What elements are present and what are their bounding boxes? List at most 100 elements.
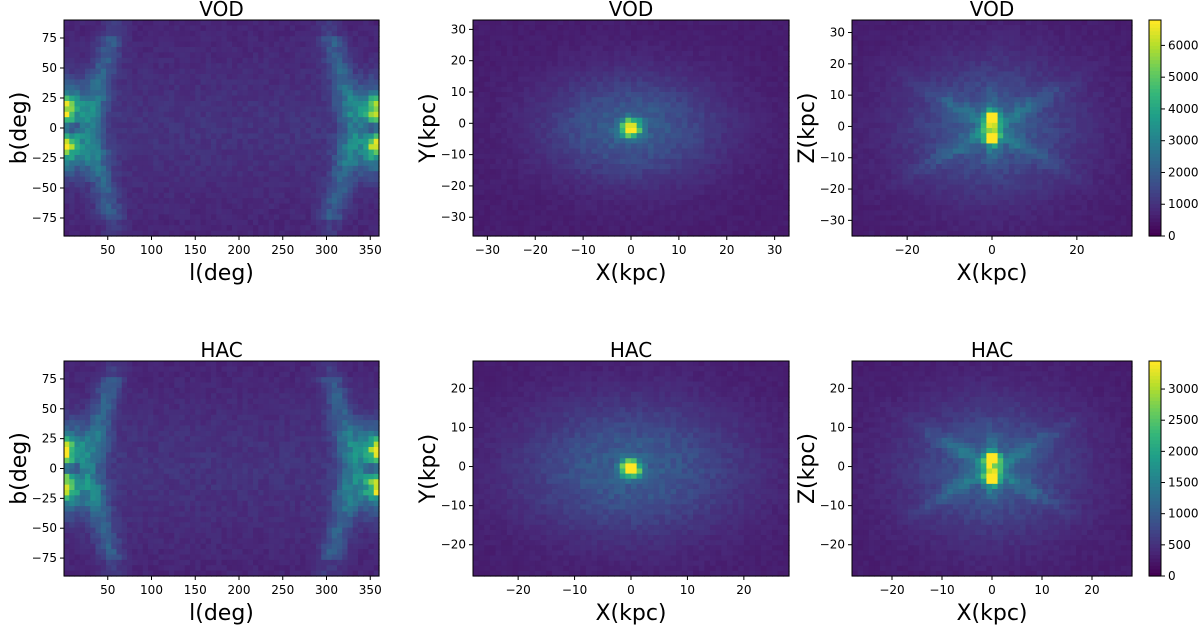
heatmap-cell bbox=[687, 153, 694, 160]
heatmap-cell bbox=[760, 194, 768, 201]
heatmap-cell bbox=[179, 47, 186, 53]
heatmap-cell bbox=[179, 74, 186, 80]
heatmap-cell bbox=[743, 220, 751, 227]
heatmap-cell bbox=[148, 155, 154, 161]
heatmap-cell bbox=[200, 36, 207, 43]
heatmap-cell bbox=[518, 20, 525, 26]
heatmap-cell bbox=[300, 176, 307, 183]
heatmap-cell bbox=[64, 30, 70, 37]
heatmap-cell bbox=[363, 138, 370, 145]
y-tick-label: −20 bbox=[441, 179, 466, 193]
heatmap-cell bbox=[258, 111, 265, 118]
heatmap-cell bbox=[368, 95, 375, 102]
heatmap-cell bbox=[158, 209, 165, 215]
heatmap-cell bbox=[342, 225, 349, 232]
heatmap-cell bbox=[608, 20, 615, 26]
heatmap-cell bbox=[659, 174, 666, 181]
heatmap-cell bbox=[760, 138, 768, 145]
heatmap-cell bbox=[495, 97, 502, 103]
heatmap-cell bbox=[368, 30, 375, 37]
heatmap-cell bbox=[226, 79, 233, 86]
heatmap-cell bbox=[190, 182, 196, 188]
heatmap-cell bbox=[868, 30, 875, 37]
heatmap-cell bbox=[681, 148, 689, 155]
heatmap-cell bbox=[64, 25, 70, 32]
heatmap-cell bbox=[179, 79, 186, 86]
heatmap-cell bbox=[755, 102, 762, 109]
heatmap-cell bbox=[300, 68, 307, 75]
heatmap-cell bbox=[90, 79, 97, 86]
heatmap-cell bbox=[614, 174, 621, 181]
heatmap-cell bbox=[211, 144, 217, 151]
heatmap-cell bbox=[216, 68, 223, 75]
heatmap-cell bbox=[305, 209, 312, 215]
heatmap-cell bbox=[868, 20, 875, 26]
heatmap-cell bbox=[619, 158, 626, 165]
heatmap-cell bbox=[625, 184, 632, 191]
heatmap-cell bbox=[205, 68, 212, 75]
heatmap-cell bbox=[523, 92, 531, 98]
heatmap-cell bbox=[242, 106, 249, 113]
heatmap-cell bbox=[574, 40, 581, 47]
heatmap-cell bbox=[352, 176, 359, 183]
heatmap-cell bbox=[518, 158, 525, 165]
heatmap-cell bbox=[636, 66, 643, 73]
heatmap-cell bbox=[274, 230, 280, 237]
heatmap-cell bbox=[631, 117, 638, 124]
heatmap-cell bbox=[585, 194, 593, 201]
heatmap-cell bbox=[512, 71, 519, 78]
heatmap-cell bbox=[195, 106, 202, 113]
heatmap-cell bbox=[614, 86, 621, 93]
heatmap-cell bbox=[352, 74, 359, 80]
heatmap-cell bbox=[710, 97, 717, 103]
heatmap-cell bbox=[664, 220, 672, 227]
heatmap-cell bbox=[760, 102, 768, 109]
heatmap-cell bbox=[710, 153, 717, 160]
heatmap-cell bbox=[941, 35, 948, 42]
heatmap-cell bbox=[247, 101, 254, 107]
heatmap-cell bbox=[90, 90, 97, 97]
heatmap-cell bbox=[90, 209, 97, 215]
heatmap-cell bbox=[316, 176, 322, 183]
heatmap-cell bbox=[163, 144, 170, 151]
heatmap-cell bbox=[721, 184, 728, 191]
heatmap-cell bbox=[1115, 25, 1122, 31]
heatmap-cell bbox=[653, 225, 660, 232]
heatmap-cell bbox=[743, 189, 751, 196]
heatmap-cell bbox=[137, 95, 144, 102]
heatmap-cell bbox=[279, 209, 286, 215]
heatmap-cell bbox=[226, 165, 233, 172]
heatmap-cell bbox=[693, 45, 700, 52]
heatmap-cell bbox=[501, 61, 508, 67]
heatmap-cell bbox=[100, 149, 107, 156]
heatmap-cell bbox=[74, 101, 81, 107]
heatmap-cell bbox=[659, 112, 666, 119]
heatmap-cell bbox=[247, 225, 254, 232]
heatmap-cell bbox=[184, 20, 191, 26]
heatmap-cell bbox=[211, 160, 217, 167]
heatmap-cell bbox=[284, 20, 291, 26]
heatmap-cell bbox=[726, 174, 734, 181]
heatmap-cell bbox=[552, 230, 559, 237]
heatmap-cell bbox=[310, 84, 317, 91]
heatmap-cell bbox=[163, 84, 170, 91]
heatmap-cell bbox=[676, 81, 683, 88]
heatmap-cell bbox=[749, 200, 756, 206]
heatmap-cell bbox=[597, 40, 604, 47]
heatmap-cell bbox=[478, 71, 485, 78]
heatmap-cell bbox=[591, 92, 598, 98]
heatmap-cell bbox=[148, 25, 154, 32]
heatmap-cell bbox=[580, 169, 587, 175]
heatmap-cell bbox=[580, 215, 587, 222]
heatmap-cell bbox=[142, 187, 149, 194]
heatmap-cell bbox=[597, 71, 604, 78]
heatmap-cell bbox=[540, 50, 547, 57]
heatmap-cell bbox=[563, 205, 570, 211]
heatmap-cell bbox=[580, 179, 587, 186]
heatmap-cell bbox=[106, 122, 112, 129]
heatmap-cell bbox=[226, 95, 233, 102]
heatmap-cell bbox=[783, 45, 790, 52]
heatmap-cell bbox=[174, 63, 181, 70]
heatmap-cell bbox=[358, 176, 364, 183]
heatmap-cell bbox=[518, 194, 525, 201]
